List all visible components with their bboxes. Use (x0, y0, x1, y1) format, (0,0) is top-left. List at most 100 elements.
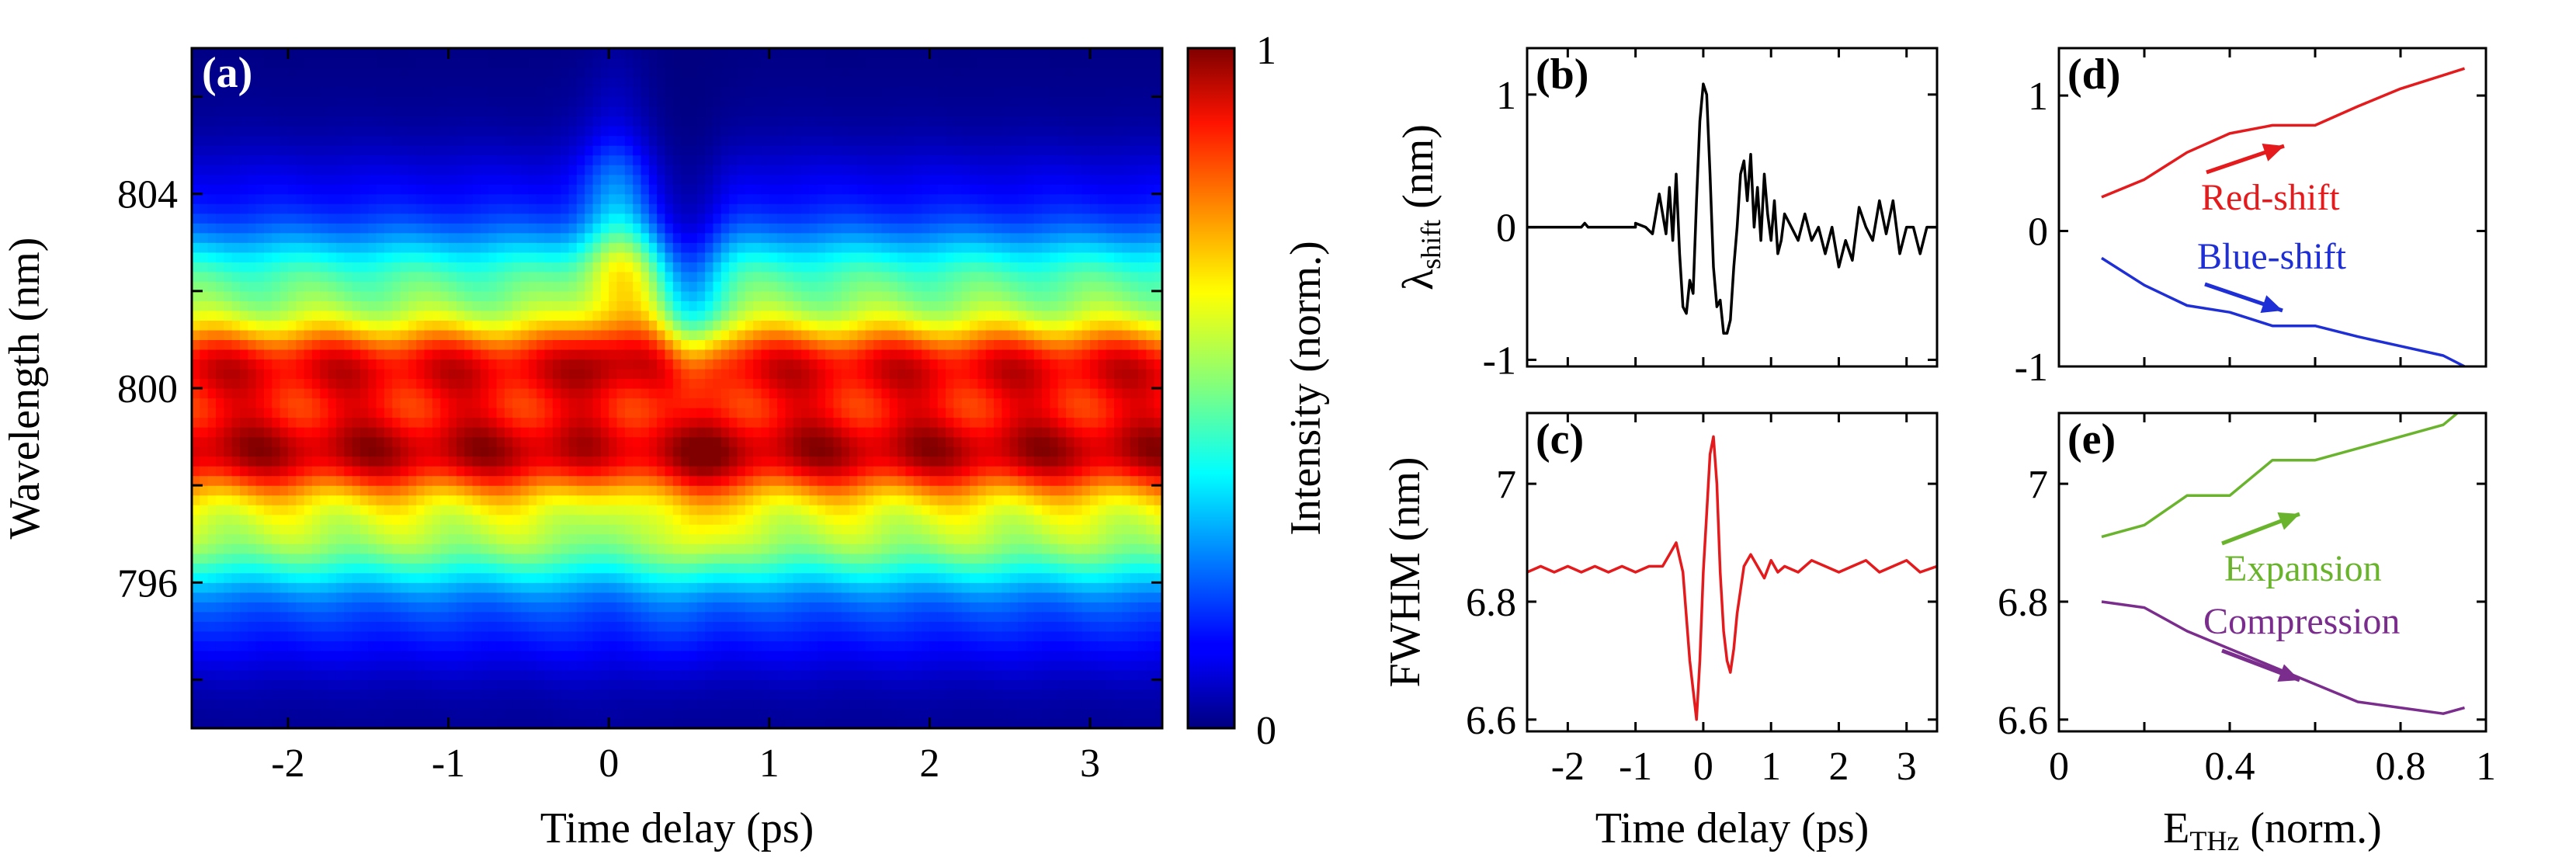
heatmap-cell (272, 339, 281, 350)
heatmap-cell (713, 495, 722, 505)
heatmap-cell (440, 689, 450, 700)
heatmap-cell (600, 145, 609, 156)
heatmap-cell (616, 174, 626, 185)
heatmap-cell (359, 262, 369, 273)
heatmap-cell (368, 300, 377, 311)
heatmap-cell (657, 582, 666, 593)
heatmap-cell (200, 184, 209, 195)
heatmap-cell (504, 495, 513, 505)
heatmap-cell (328, 349, 337, 360)
heatmap-cell (600, 427, 609, 438)
heatmap-cell (344, 368, 353, 380)
heatmap-cell (745, 213, 754, 224)
heatmap-cell (272, 329, 281, 341)
heatmap-cell (432, 271, 441, 282)
heatmap-cell (633, 436, 642, 447)
heatmap-cell (488, 290, 498, 301)
heatmap-cell (311, 641, 321, 651)
heatmap-cell (263, 57, 273, 68)
heatmap-cell (296, 155, 305, 165)
heatmap-cell (200, 145, 209, 156)
heatmap-cell (585, 427, 594, 438)
heatmap-cell (248, 708, 257, 720)
heatmap-cell (359, 184, 369, 195)
heatmap-cell (224, 329, 233, 341)
heatmap-cell (648, 271, 658, 282)
heatmap-cell (239, 184, 248, 195)
heatmap-cell (215, 524, 224, 535)
heatmap-cell (440, 485, 450, 496)
heatmap-cell (705, 145, 714, 156)
heatmap-cell (729, 184, 738, 195)
heatmap-cell (696, 359, 706, 370)
heatmap-cell (689, 669, 698, 681)
heatmap-cell (648, 116, 658, 127)
heatmap-cell (328, 708, 337, 720)
heatmap-cell (624, 388, 634, 399)
heatmap-cell (753, 495, 762, 505)
heatmap-cell (287, 485, 297, 496)
heatmap-cell (296, 145, 305, 156)
heatmap-cell (528, 223, 537, 234)
heatmap-cell (416, 165, 425, 175)
heatmap-cell (705, 213, 714, 224)
heatmap-cell (311, 553, 321, 564)
heatmap-cell (504, 582, 513, 593)
heatmap-cell (287, 475, 297, 486)
heatmap-cell (279, 621, 289, 632)
heatmap-cell (600, 106, 609, 117)
heatmap-cell (568, 660, 578, 671)
heatmap-cell (440, 621, 450, 632)
heatmap-cell (552, 165, 561, 175)
heatmap-cell (488, 611, 498, 622)
heatmap-cell (657, 679, 666, 690)
heatmap-cell (528, 184, 537, 195)
heatmap-cell (376, 611, 385, 622)
heatmap-cell (416, 427, 425, 438)
heatmap-cell (720, 660, 730, 671)
heatmap-cell (561, 436, 570, 447)
heatmap-cell (672, 213, 682, 224)
heatmap-cell (368, 485, 377, 496)
heatmap-cell (696, 408, 706, 418)
heatmap-cell (296, 213, 305, 224)
heatmap-cell (713, 242, 722, 253)
heatmap-cell (384, 408, 393, 418)
heatmap-cell (239, 408, 248, 418)
heatmap-cell (376, 524, 385, 535)
heatmap-cell (287, 592, 297, 602)
heatmap-cell (609, 466, 618, 477)
heatmap-cell (720, 446, 730, 457)
heatmap-cell (592, 398, 602, 408)
heatmap-cell (689, 621, 698, 632)
heatmap-cell (753, 563, 762, 574)
heatmap-cell (480, 582, 489, 593)
heatmap-cell (536, 582, 546, 593)
heatmap-cell (384, 543, 393, 554)
heatmap-cell (648, 582, 658, 593)
heatmap-cell (561, 679, 570, 690)
heatmap-cell (359, 242, 369, 253)
heatmap-cell (263, 650, 273, 661)
heatmap-cell (320, 290, 329, 301)
heatmap-cell (665, 602, 674, 613)
heatmap-cell (561, 242, 570, 253)
heatmap-cell (657, 602, 666, 613)
heatmap-cell (609, 96, 618, 107)
heatmap-cell (672, 145, 682, 156)
heatmap-cell (424, 641, 433, 651)
heatmap-cell (448, 514, 457, 525)
heatmap-cell (729, 650, 738, 661)
heatmap-cell (496, 708, 505, 720)
heatmap-cell (200, 514, 209, 525)
heatmap-cell (456, 290, 465, 301)
heatmap-cell (592, 388, 602, 399)
heatmap-cell (536, 563, 546, 574)
heatmap-cell (488, 563, 498, 574)
heatmap-cell (456, 232, 465, 243)
heatmap-cell (561, 572, 570, 583)
heatmap-cell (272, 669, 281, 681)
heatmap-cell (657, 223, 666, 234)
heatmap-cell (456, 699, 465, 710)
heatmap-cell (576, 630, 585, 641)
